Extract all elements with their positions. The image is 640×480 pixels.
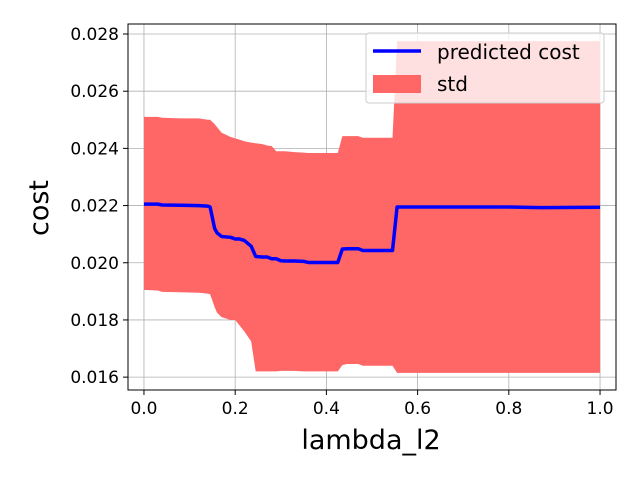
legend-label-std: std [437,72,468,96]
y-tick-label: 0.016 [70,368,119,388]
y-axis-label: cost [24,180,55,236]
x-tick-label: 0.0 [130,399,157,419]
x-axis: 0.0 0.2 0.4 0.6 0.8 1.0 [130,390,614,419]
y-tick-label: 0.022 [70,197,119,217]
legend-box [365,32,605,104]
std-band [143,41,601,373]
predicted-cost-line [143,202,601,265]
y-tick-label: 0.018 [70,311,119,331]
std-band-group [143,41,601,373]
legend-band-swatch [373,75,421,93]
y-tick-label: 0.020 [70,254,119,274]
legend-label-predicted-cost: predicted cost [437,40,580,64]
y-tick-label: 0.024 [70,139,119,159]
plot-frame [127,23,617,391]
legend: predicted cost std [365,32,605,104]
x-tick-label: 1.0 [587,399,614,419]
y-tick-label: 0.028 [70,25,119,45]
x-tick-label: 0.6 [404,399,431,419]
y-tick-label: 0.026 [70,82,119,102]
y-axis: 0.016 0.018 0.020 0.022 0.024 0.026 0.028 [70,25,128,388]
x-tick-label: 0.8 [495,399,522,419]
predicted-cost-line-group [143,202,601,265]
x-axis-label: lambda_l2 [301,425,440,456]
x-tick-label: 0.4 [313,399,340,419]
x-tick-label: 0.2 [222,399,249,419]
